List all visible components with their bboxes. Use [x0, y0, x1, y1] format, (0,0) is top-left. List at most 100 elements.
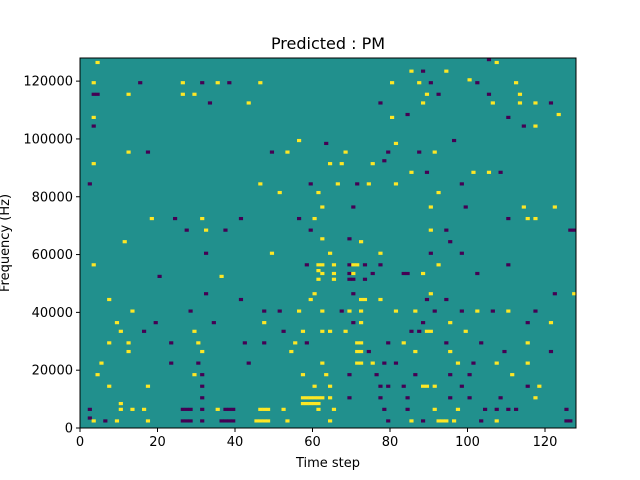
heatmap-cell — [514, 81, 519, 85]
heatmap-cell — [359, 321, 364, 325]
heatmap-cell — [448, 373, 453, 377]
heatmap-cell — [188, 407, 193, 411]
heatmap-cell — [424, 170, 430, 174]
heatmap-cell — [390, 115, 395, 119]
heatmap-cell — [285, 150, 290, 154]
heatmap-cell — [114, 321, 120, 325]
heatmap-cell — [533, 124, 538, 128]
heatmap-cell — [142, 329, 147, 333]
heatmap-cell — [525, 321, 530, 325]
heatmap-cell — [378, 263, 383, 267]
heatmap-cell — [107, 297, 112, 302]
heatmap-cell — [312, 384, 317, 388]
heatmap-cell — [169, 361, 174, 365]
heatmap-cell — [548, 349, 554, 354]
heatmap-cell — [204, 292, 209, 296]
heatmap-cell — [347, 373, 352, 377]
heatmap-cell — [297, 309, 302, 313]
heatmap-cell — [475, 81, 480, 85]
heatmap-cell — [320, 263, 325, 267]
heatmap-cell — [242, 341, 247, 345]
heatmap-cell — [552, 292, 557, 296]
heatmap-cell — [564, 419, 569, 423]
heatmap-cell — [188, 419, 193, 423]
heatmap-cell — [506, 309, 511, 313]
y-tick-label: 0 — [65, 422, 73, 437]
heatmap-cell — [118, 329, 123, 333]
heatmap-cell — [533, 216, 538, 221]
heatmap-cell — [374, 373, 379, 377]
heatmap-cell — [227, 419, 232, 423]
heatmap-cell — [231, 407, 236, 411]
heatmap-cell — [204, 228, 209, 232]
heatmap-cell — [393, 309, 399, 313]
heatmap-cell — [351, 321, 356, 325]
heatmap-cell — [537, 384, 542, 388]
heatmap-cell — [362, 297, 368, 302]
y-tick-label: 40000 — [32, 306, 73, 321]
heatmap-cell — [428, 329, 433, 333]
heatmap-cell — [184, 228, 189, 232]
heatmap-cell — [300, 396, 306, 400]
heatmap-cell — [421, 321, 426, 325]
heatmap-cell — [215, 81, 220, 85]
heatmap-cell — [413, 309, 418, 313]
heatmap-cell — [572, 228, 577, 232]
heatmap-cell — [223, 228, 228, 232]
heatmap-cell — [107, 341, 112, 345]
x-tick-label: 120 — [533, 435, 558, 450]
heatmap-cell — [444, 419, 449, 423]
heatmap-cell — [91, 162, 96, 166]
heatmap-cell — [316, 277, 321, 281]
heatmap-cell — [351, 292, 356, 296]
heatmap-cell — [521, 124, 526, 128]
heatmap-cell — [219, 274, 224, 278]
heatmap-cell — [382, 159, 387, 163]
heatmap-cell — [312, 292, 317, 296]
heatmap-cell — [281, 407, 286, 411]
heatmap-cell — [200, 81, 205, 85]
heatmap-cell — [444, 69, 449, 73]
heatmap-cell — [370, 271, 375, 276]
heatmap-cell — [122, 240, 127, 244]
y-tick-label: 120000 — [23, 75, 73, 90]
heatmap-cell — [421, 69, 426, 73]
heatmap-cell — [180, 92, 185, 96]
heatmap-cell — [475, 271, 480, 276]
heatmap-cell — [200, 384, 205, 388]
heatmap-cell — [211, 321, 216, 325]
chart-title: Predicted : PM — [271, 34, 385, 53]
heatmap-cell — [459, 309, 464, 313]
heatmap-cell — [126, 150, 131, 154]
heatmap-cell — [359, 240, 364, 244]
heatmap-cell — [200, 349, 205, 354]
heatmap-cell — [428, 205, 433, 209]
heatmap-cell — [316, 396, 321, 400]
x-tick-label: 20 — [149, 435, 166, 450]
heatmap-cell — [339, 162, 344, 166]
heatmap-cell — [157, 274, 162, 278]
heatmap-cell — [180, 81, 185, 85]
heatmap-cell — [91, 115, 96, 119]
heatmap-cell — [91, 92, 96, 96]
heatmap-cell — [347, 237, 352, 241]
heatmap-cell — [300, 373, 306, 377]
heatmap-cell — [436, 190, 441, 195]
heatmap-cell — [343, 150, 348, 154]
heatmap-cell — [483, 407, 488, 411]
heatmap-cell — [359, 341, 364, 345]
heatmap-cell — [246, 101, 251, 105]
heatmap-cell — [180, 419, 185, 423]
heatmap-cell — [486, 170, 492, 174]
heatmap-cell — [300, 329, 306, 333]
heatmap-cell — [517, 92, 523, 96]
heatmap-cell — [180, 407, 185, 411]
heatmap-cell — [452, 419, 457, 423]
heatmap-cell — [331, 407, 337, 411]
heatmap-cell — [463, 205, 468, 209]
heatmap-cell — [444, 228, 449, 232]
heatmap-cell — [328, 396, 333, 400]
heatmap-cell — [378, 384, 383, 388]
heatmap-cell — [436, 92, 441, 96]
y-axis: 0 20000 40000 60000 80000 100000 120000 — [23, 75, 80, 437]
